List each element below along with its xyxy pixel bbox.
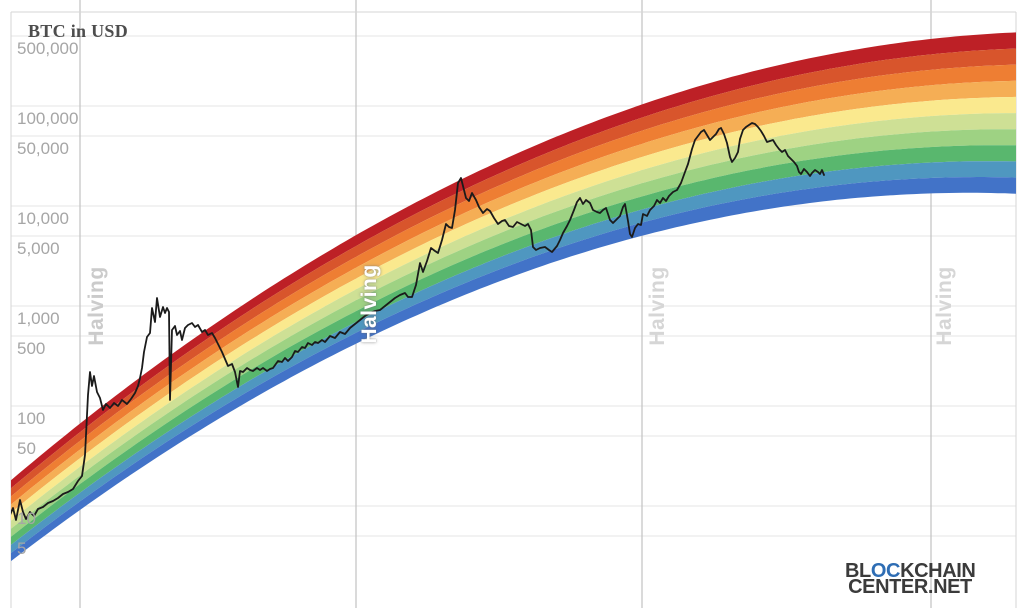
logo-line2: CENTER.NET bbox=[848, 576, 972, 598]
y-tick-label: 1,000 bbox=[17, 309, 60, 328]
chain-link-icon: OC bbox=[870, 560, 901, 582]
y-tick-label: 5 bbox=[17, 539, 27, 558]
halving-label: Halving bbox=[85, 266, 108, 346]
btc-price-line bbox=[11, 122, 825, 521]
halving-label: Halving bbox=[933, 266, 956, 346]
logo-text-bl: BL bbox=[845, 560, 871, 582]
y-tick-label: 500,000 bbox=[17, 39, 79, 58]
rainbow-bands bbox=[11, 32, 1016, 562]
y-tick-label: 50 bbox=[17, 439, 36, 458]
y-tick-label: 500 bbox=[17, 339, 46, 358]
y-tick-label: 50,000 bbox=[17, 139, 69, 158]
logo-line1: BLOCKCHAIN bbox=[845, 560, 976, 582]
y-tick-label: 10,000 bbox=[17, 209, 69, 228]
y-tick-label: 5,000 bbox=[17, 239, 60, 258]
blockchaincenter-logo: BLOCKCHAIN CENTER.NET bbox=[845, 560, 976, 598]
halving-label: Halving bbox=[646, 266, 669, 346]
y-tick-label: 100 bbox=[17, 409, 46, 428]
halving-label: Halving bbox=[358, 264, 381, 344]
page-title: BTC in USD bbox=[28, 21, 129, 41]
y-tick-label: 100,000 bbox=[17, 109, 79, 128]
y-tick-label: 10 bbox=[17, 509, 36, 528]
logo-text-kchain: KCHAIN bbox=[900, 560, 976, 582]
